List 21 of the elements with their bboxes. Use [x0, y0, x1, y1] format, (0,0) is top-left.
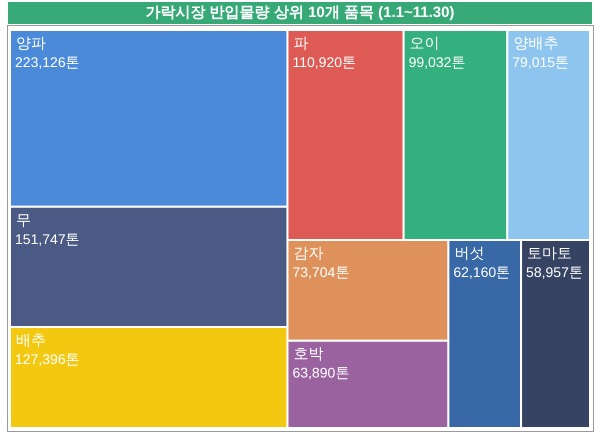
data-label: 99,032톤	[408, 54, 466, 70]
category-label: 호박	[293, 346, 324, 363]
data-label: 62,160톤	[453, 264, 510, 280]
category-label: 양파	[16, 35, 46, 52]
data-label: 63,890톤	[292, 364, 350, 381]
category-label: 양배추	[513, 35, 558, 52]
data-label: 223,126톤	[15, 54, 80, 70]
data-label: 151,747톤	[15, 230, 80, 247]
data-label: 73,704톤	[292, 264, 350, 280]
category-label: 감자	[293, 244, 324, 262]
category-label: 무	[16, 212, 31, 229]
data-label: 110,920톤	[292, 54, 356, 70]
category-label: 배추	[16, 332, 46, 350]
text: 가락시장 반입물량 상위 10개 품목 (1.1~11.30)	[8, 2, 592, 24]
category-label: 파	[293, 35, 308, 52]
data-label: 58,957톤	[526, 264, 583, 280]
category-label: 오이	[410, 35, 440, 52]
category-label: 토마토	[527, 244, 572, 262]
data-label: 127,396톤	[15, 351, 80, 368]
data-label: 79,015톤	[512, 54, 570, 70]
category-label: 버섯	[454, 244, 484, 262]
